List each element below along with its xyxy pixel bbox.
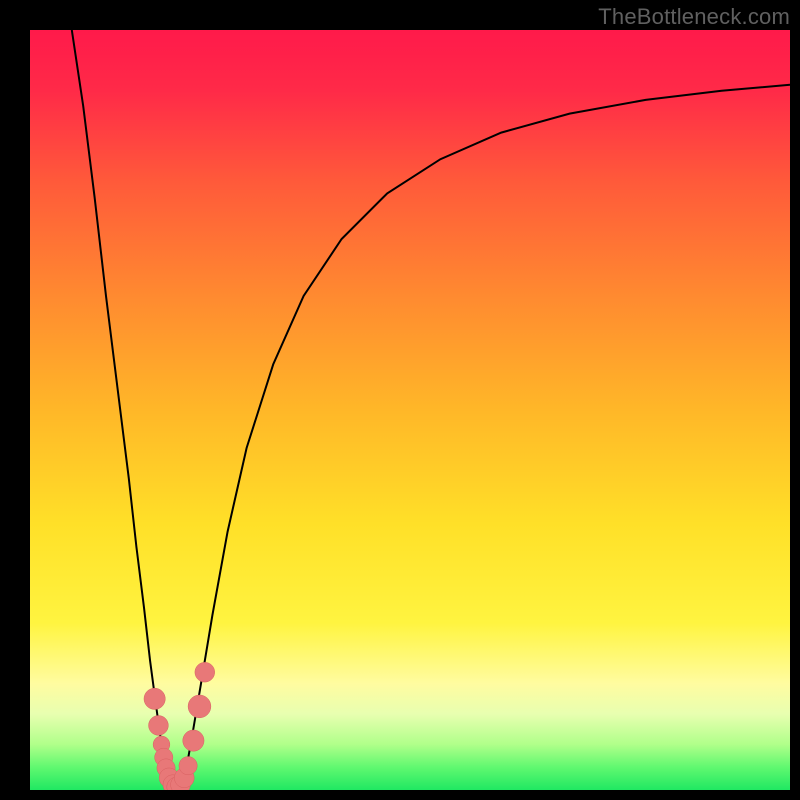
plot-area	[30, 30, 790, 790]
data-marker	[149, 716, 169, 736]
data-marker	[195, 662, 215, 682]
curve-layer	[30, 30, 790, 790]
data-marker	[183, 730, 204, 751]
data-marker	[144, 688, 165, 709]
data-markers	[144, 662, 215, 790]
data-marker	[179, 757, 197, 775]
bottleneck-curve	[72, 30, 790, 789]
watermark-text: TheBottleneck.com	[598, 4, 790, 30]
chart-root: { "watermark": { "text": "TheBottleneck.…	[0, 0, 800, 800]
data-marker	[188, 695, 211, 718]
